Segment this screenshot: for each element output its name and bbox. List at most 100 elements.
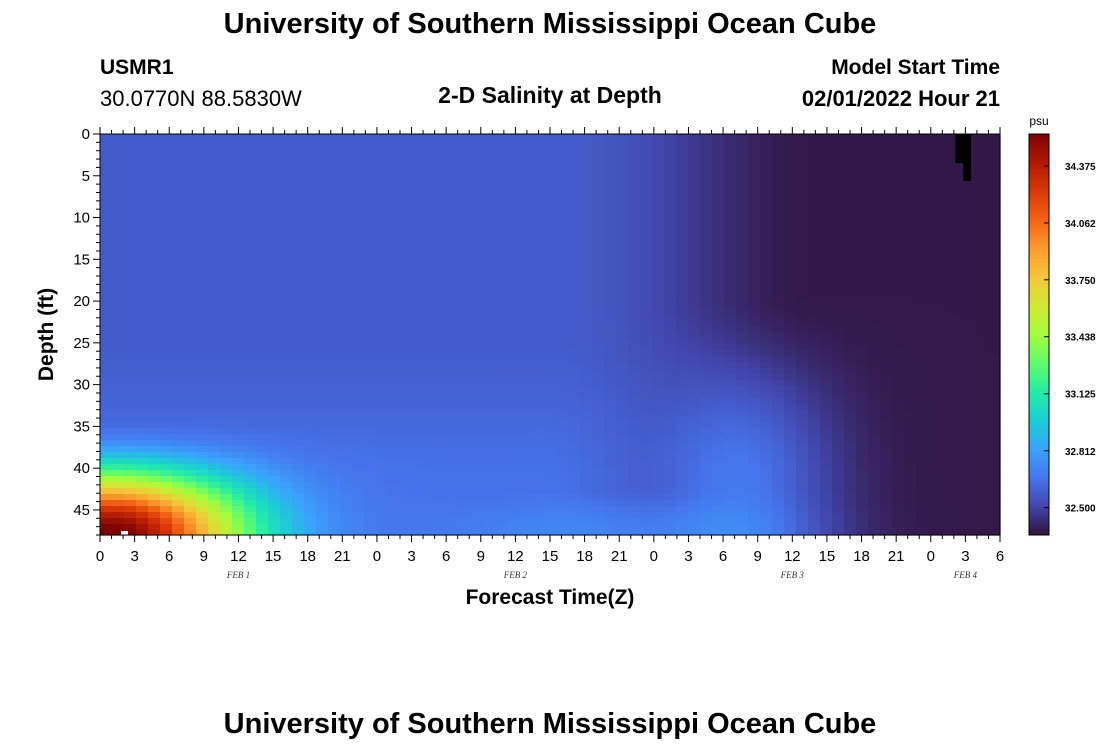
heatmap-cell <box>472 254 485 261</box>
heatmap-cell <box>328 452 341 459</box>
heatmap-cell <box>484 152 497 159</box>
heatmap-cell <box>676 482 689 489</box>
heatmap-cell <box>148 194 161 201</box>
heatmap-cell <box>448 158 461 165</box>
heatmap-cell <box>856 314 869 321</box>
heatmap-cell <box>112 320 125 327</box>
heatmap-cell <box>712 392 725 399</box>
heatmap-cell <box>820 278 833 285</box>
heatmap-cell <box>184 152 197 159</box>
heatmap-cell <box>136 206 149 213</box>
heatmap-cell <box>148 152 161 159</box>
heatmap-cell <box>100 482 113 489</box>
heatmap-cell <box>316 500 329 507</box>
heatmap-cell <box>208 344 221 351</box>
heatmap-cell <box>532 242 545 249</box>
heatmap-cell <box>844 314 857 321</box>
heatmap-cell <box>268 392 281 399</box>
heatmap-cell <box>244 332 257 339</box>
heatmap-cell <box>400 170 413 177</box>
heatmap-cell <box>100 506 113 513</box>
heatmap-cell <box>436 440 449 447</box>
heatmap-cell <box>832 524 845 531</box>
heatmap-cell <box>388 284 401 291</box>
heatmap-cell <box>316 272 329 279</box>
heatmap-cell <box>472 524 485 531</box>
heatmap-cell <box>976 434 989 441</box>
heatmap-cell <box>232 452 245 459</box>
heatmap-cell <box>868 494 881 501</box>
heatmap-cell <box>388 182 401 189</box>
heatmap-cell <box>760 410 773 417</box>
heatmap-cell <box>208 494 221 501</box>
heatmap-cell <box>736 374 749 381</box>
heatmap-cell <box>172 368 185 375</box>
heatmap-cell <box>532 344 545 351</box>
heatmap-cell <box>268 242 281 249</box>
heatmap-cell <box>976 242 989 249</box>
heatmap-cell <box>544 344 557 351</box>
heatmap-cell <box>940 170 953 177</box>
heatmap-cell <box>820 494 833 501</box>
heatmap-cell <box>832 230 845 237</box>
heatmap-cell <box>484 284 497 291</box>
heatmap-cell <box>412 278 425 285</box>
heatmap-cell <box>712 188 725 195</box>
heatmap-cell <box>268 434 281 441</box>
heatmap-cell <box>580 290 593 297</box>
heatmap-cell <box>556 338 569 345</box>
heatmap-cell <box>724 500 737 507</box>
heatmap-cell <box>268 452 281 459</box>
heatmap-cell <box>256 416 269 423</box>
heatmap-cell <box>124 524 137 531</box>
heatmap-cell <box>496 410 509 417</box>
heatmap-cell <box>532 374 545 381</box>
heatmap-cell <box>880 476 893 483</box>
heatmap-cell <box>460 530 473 536</box>
heatmap-cell <box>976 362 989 369</box>
heatmap-cell <box>496 206 509 213</box>
heatmap-cell <box>820 476 833 483</box>
heatmap-cell <box>484 134 497 141</box>
heatmap-cell <box>832 500 845 507</box>
heatmap-cell <box>820 200 833 207</box>
heatmap-cell <box>568 314 581 321</box>
heatmap-cell <box>412 488 425 495</box>
heatmap-cell <box>448 260 461 267</box>
heatmap-cell <box>244 428 257 435</box>
heatmap-cell <box>196 368 209 375</box>
heatmap-cell <box>928 242 941 249</box>
heatmap-cell <box>316 314 329 321</box>
heatmap-cell <box>652 140 665 147</box>
heatmap-cell <box>712 224 725 231</box>
heatmap-cell <box>520 446 533 453</box>
heatmap-cell <box>796 380 809 387</box>
heatmap-cell <box>112 386 125 393</box>
heatmap-cell <box>292 452 305 459</box>
heatmap-cell <box>364 290 377 297</box>
heatmap-cell <box>688 350 701 357</box>
heatmap-cell <box>748 404 761 411</box>
heatmap-cell <box>808 290 821 297</box>
heatmap-cell <box>544 488 557 495</box>
heatmap-cell <box>976 290 989 297</box>
heatmap-cell <box>400 218 413 225</box>
heatmap-cell <box>856 338 869 345</box>
heatmap-cell <box>316 380 329 387</box>
heatmap-cell <box>868 404 881 411</box>
heatmap-cell <box>772 380 785 387</box>
heatmap-cell <box>748 410 761 417</box>
heatmap-cell <box>916 170 929 177</box>
heatmap-cell <box>856 422 869 429</box>
heatmap-cell <box>436 398 449 405</box>
heatmap-cell <box>112 164 125 171</box>
heatmap-cell <box>316 350 329 357</box>
heatmap-cell <box>652 266 665 273</box>
heatmap-cell <box>316 152 329 159</box>
heatmap-cell <box>868 500 881 507</box>
heatmap-cell <box>796 458 809 465</box>
heatmap-cell <box>112 518 125 525</box>
heatmap-cell <box>340 368 353 375</box>
heatmap-cell <box>832 194 845 201</box>
heatmap-cell <box>160 134 173 141</box>
